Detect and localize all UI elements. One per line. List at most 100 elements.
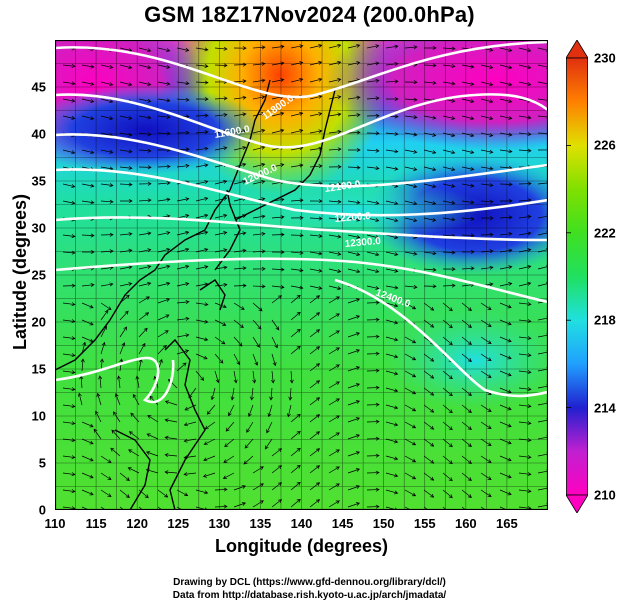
y-tick-label: 40 (31, 126, 46, 142)
streamline-arrow (62, 319, 76, 324)
streamline-arrow (309, 112, 323, 117)
streamline-arrow (62, 472, 76, 477)
streamline-arrow (404, 336, 417, 344)
streamline-arrow (81, 283, 95, 287)
streamline-arrow (442, 267, 456, 272)
streamline-arrow (442, 250, 456, 255)
streamline-arrow (366, 234, 380, 240)
streamline-arrow (442, 438, 453, 448)
streamline-arrow (480, 232, 494, 237)
streamline-arrow (271, 295, 283, 304)
streamline-arrow (309, 77, 323, 83)
streamline-arrow (195, 196, 209, 202)
streamline-arrow (309, 216, 323, 221)
streamline-arrow (309, 363, 321, 372)
streamline-arrow (309, 346, 321, 355)
streamline-arrow (138, 296, 150, 304)
streamline-arrow (309, 60, 323, 66)
streamline-arrow (442, 81, 456, 86)
streamline-arrow (138, 312, 150, 321)
streamline-arrow (518, 370, 532, 375)
streamline-arrow (461, 421, 472, 430)
streamline-arrow (138, 132, 152, 137)
streamline-arrow (157, 115, 171, 119)
streamline-arrow (138, 148, 152, 153)
streamline-arrow (518, 281, 532, 287)
streamline-arrow (366, 385, 380, 390)
streamline-arrow (176, 264, 190, 270)
streamline-arrow (252, 128, 266, 134)
streamline-arrow (252, 61, 266, 66)
streamline-arrow (100, 199, 114, 204)
streamline-arrow (423, 387, 435, 396)
streamline-arrow (214, 353, 224, 364)
streamline-arrow (176, 130, 190, 135)
streamline-arrow (385, 200, 399, 206)
streamline-arrow (499, 438, 512, 445)
streamline-arrow (183, 438, 197, 443)
streamline-arrow (461, 455, 472, 464)
streamline-arrow (347, 383, 361, 389)
streamline-arrow (499, 115, 513, 120)
streamline-arrow (347, 130, 361, 135)
streamline-arrow (442, 166, 456, 172)
streamline-arrow (157, 489, 169, 498)
streamline-arrow (195, 130, 209, 135)
streamline-arrow (366, 78, 380, 83)
streamline-arrow (119, 165, 133, 170)
streamline-arrow (385, 387, 399, 393)
streamline-arrow (252, 302, 263, 312)
streamline-arrow (184, 404, 197, 411)
streamline-arrow (366, 61, 380, 66)
streamline-arrow (214, 146, 228, 151)
streamline-arrow (442, 217, 456, 222)
streamline-arrow (290, 77, 304, 83)
streamline-arrow (176, 197, 190, 202)
streamline-arrow (289, 370, 294, 384)
streamline-arrow (480, 404, 492, 412)
map-plot-area: 11800.0 11600.0 12000.0 12100.0 12200.0 … (55, 40, 548, 510)
streamline-arrow (480, 353, 492, 361)
streamline-arrow (385, 251, 399, 256)
streamline-arrow (138, 198, 152, 203)
streamline-arrow (366, 200, 380, 205)
streamline-arrow (119, 132, 133, 137)
streamline-arrow (442, 489, 453, 499)
streamline-arrow (119, 81, 133, 87)
streamline-arrow (309, 295, 321, 304)
streamline-arrow (423, 404, 435, 413)
streamline-arrow (328, 432, 340, 440)
streamline-arrow (176, 316, 190, 321)
streamline-arrow (366, 368, 380, 373)
streamline-arrow (480, 249, 494, 254)
streamline-arrow (442, 421, 453, 431)
streamline-arrow (157, 81, 171, 86)
streamline-arrow (62, 115, 76, 120)
streamline-arrow (164, 435, 178, 440)
streamline-arrow (271, 499, 283, 508)
streamline-arrow (111, 429, 121, 440)
streamline-arrow (328, 381, 340, 389)
streamline-arrow (195, 97, 209, 102)
streamline-arrow (423, 115, 437, 120)
streamline-arrow (246, 421, 254, 433)
streamline-arrow (480, 336, 492, 344)
colorbar-tick-label: 230 (594, 50, 616, 66)
y-tick-label: 35 (31, 173, 46, 189)
streamline-arrow (157, 181, 171, 186)
streamline-arrow (480, 438, 492, 446)
streamline-arrow (404, 97, 418, 102)
streamline-arrow (138, 281, 152, 287)
colorbar-tick-label: 222 (594, 225, 616, 241)
streamline-arrow (385, 44, 399, 49)
streamline-arrow (518, 353, 532, 358)
streamline-arrow (404, 404, 417, 412)
streamline-arrow (100, 149, 114, 154)
streamline-arrow (224, 438, 235, 448)
streamline-arrow (461, 216, 475, 221)
streamline-arrow (423, 302, 435, 311)
streamline-arrow (404, 438, 417, 446)
streamline-arrow (328, 347, 340, 355)
streamline-arrow (233, 248, 247, 253)
streamline-arrow (202, 472, 216, 478)
